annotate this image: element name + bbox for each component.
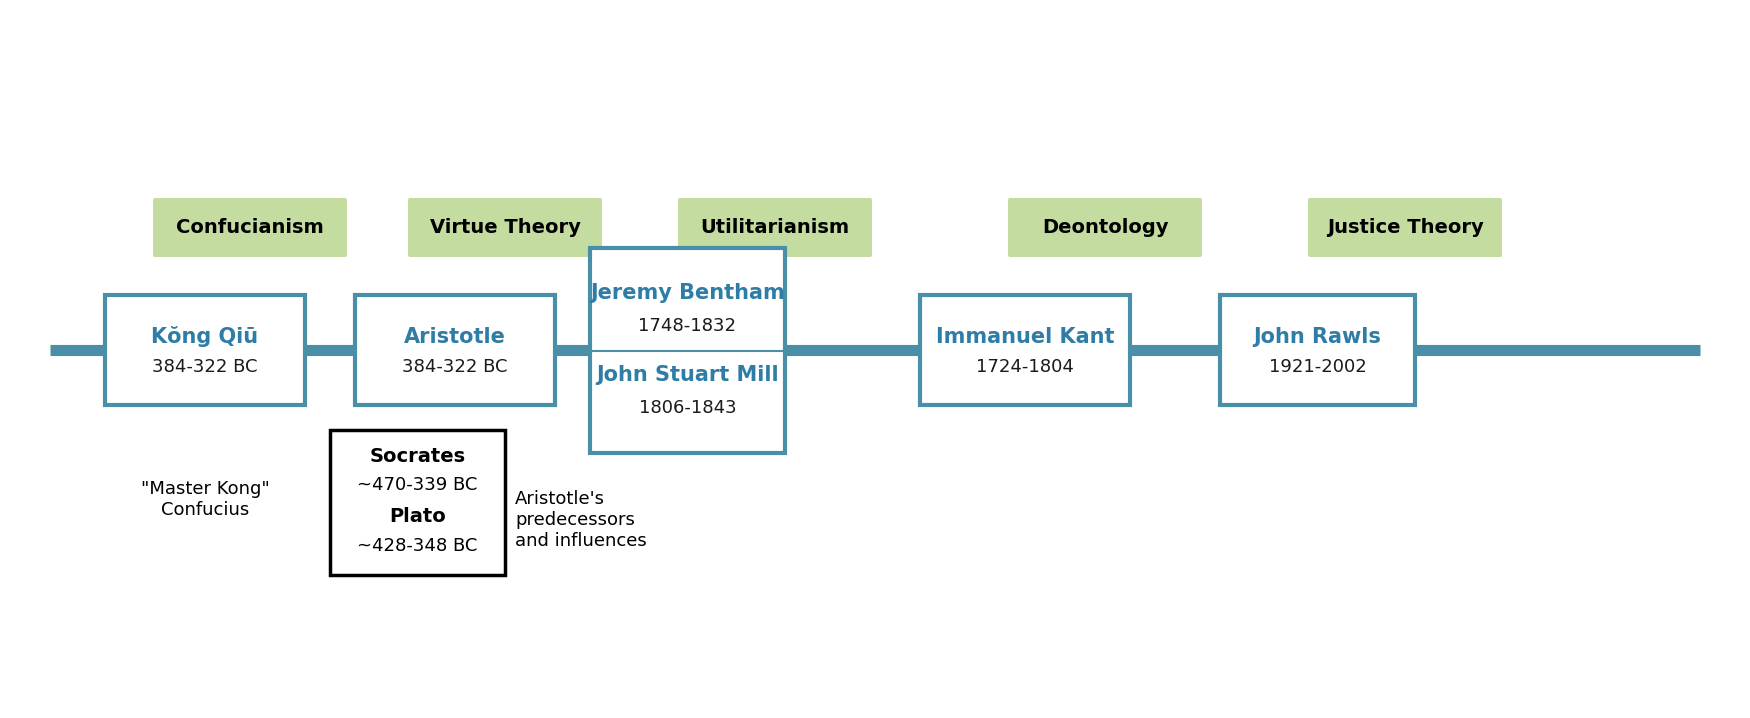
Text: Virtue Theory: Virtue Theory: [429, 218, 581, 237]
Text: 1724-1804: 1724-1804: [977, 358, 1074, 376]
Bar: [1220, 295, 1416, 405]
Bar: [355, 295, 555, 405]
Text: John Rawls: John Rawls: [1253, 327, 1381, 347]
Bar: [920, 295, 1130, 405]
Text: Deontology: Deontology: [1041, 218, 1169, 237]
Text: 1748-1832: 1748-1832: [639, 317, 737, 335]
FancyBboxPatch shape: [1008, 198, 1202, 257]
Text: 1921-2002: 1921-2002: [1269, 358, 1367, 376]
Text: Socrates: Socrates: [369, 447, 466, 465]
Text: 1806-1843: 1806-1843: [639, 399, 737, 417]
Text: 384-322 BC: 384-322 BC: [152, 358, 257, 376]
Text: Immanuel Kant: Immanuel Kant: [936, 327, 1115, 347]
Text: 384-322 BC: 384-322 BC: [402, 358, 507, 376]
Text: Jeremy Bentham: Jeremy Bentham: [590, 283, 784, 303]
Text: ~428-348 BC: ~428-348 BC: [357, 537, 478, 555]
Text: John Stuart Mill: John Stuart Mill: [597, 365, 779, 385]
Text: Confucianism: Confucianism: [177, 218, 324, 237]
FancyBboxPatch shape: [677, 198, 872, 257]
Text: Utilitarianism: Utilitarianism: [700, 218, 849, 237]
FancyBboxPatch shape: [152, 198, 346, 257]
Text: Aristotle: Aristotle: [404, 327, 506, 347]
FancyBboxPatch shape: [408, 198, 602, 257]
Text: ~470-339 BC: ~470-339 BC: [357, 476, 478, 494]
Text: Justice Theory: Justice Theory: [1326, 218, 1484, 237]
Text: Aristotle's
predecessors
and influences: Aristotle's predecessors and influences: [514, 490, 648, 549]
Text: "Master Kong"
Confucius: "Master Kong" Confucius: [140, 480, 270, 519]
Text: Plato: Plato: [388, 508, 446, 526]
Text: Kŏng Qiū: Kŏng Qiū: [152, 326, 259, 348]
Bar: [105, 295, 304, 405]
Bar: [590, 248, 786, 453]
FancyBboxPatch shape: [1307, 198, 1502, 257]
Bar: [331, 430, 506, 575]
